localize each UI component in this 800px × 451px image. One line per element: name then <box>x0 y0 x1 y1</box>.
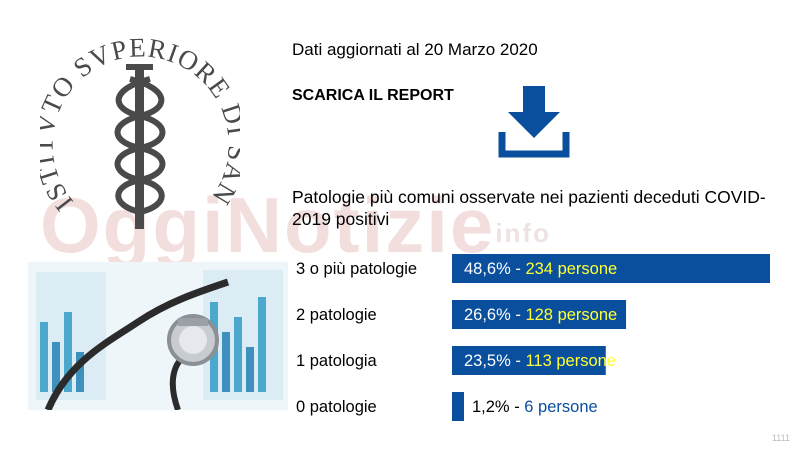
download-icon[interactable] <box>498 82 570 158</box>
chart-title: Patologie più comuni osservate nei pazie… <box>292 187 766 229</box>
category-label: 1 patologia <box>296 352 378 370</box>
value-label: 23,5% - 113 persone <box>464 352 616 370</box>
caduceus-icon <box>114 64 166 229</box>
bar <box>452 300 627 329</box>
bar <box>452 392 464 421</box>
bar <box>452 346 606 375</box>
value-label: 48,6% - 234 persone <box>464 260 617 278</box>
bar <box>452 254 770 283</box>
iss-logo: ISTITVTO SVPERIORE DI SANITA <box>40 24 240 229</box>
download-report-link[interactable]: SCARICA IL REPORT <box>292 87 454 104</box>
value-label: 1,2% - 6 persone <box>472 398 598 416</box>
update-date: Dati aggiornati al 20 Marzo 2020 <box>292 40 538 59</box>
category-label: 3 o più patologie <box>296 260 417 278</box>
category-label: 0 patologie <box>296 398 377 416</box>
category-label: 2 patologie <box>296 306 377 324</box>
bar-chart: 3 o più patologie 48,6% - 234 persone 2 pa… <box>296 254 770 421</box>
value-label: 26,6% - 128 persone <box>464 306 617 324</box>
stethoscope-photo <box>28 262 288 410</box>
page-number: 1111 <box>771 433 790 443</box>
